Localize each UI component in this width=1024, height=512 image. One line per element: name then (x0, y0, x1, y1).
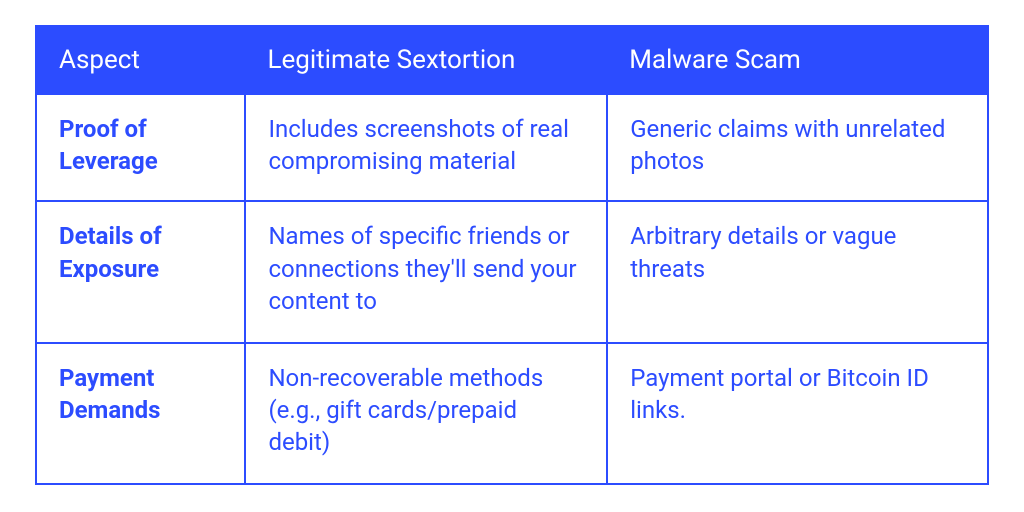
col-header-legit: Legitimate Sextortion (245, 26, 607, 94)
table-row: Payment Demands Non-recoverable methods … (36, 343, 988, 484)
row-aspect-label: Payment Demands (36, 343, 245, 484)
table-header-row: Aspect Legitimate Sextortion Malware Sca… (36, 26, 988, 94)
table-row: Details of Exposure Names of specific fr… (36, 201, 988, 342)
table-body: Proof of Leverage Includes screenshots o… (36, 94, 988, 484)
row-scam-cell: Payment portal or Bitcoin ID links. (607, 343, 988, 484)
row-legit-cell: Names of specific friends or connections… (245, 201, 607, 342)
row-aspect-label: Proof of Leverage (36, 94, 245, 201)
col-header-aspect: Aspect (36, 26, 245, 94)
row-scam-cell: Arbitrary details or vague threats (607, 201, 988, 342)
comparison-table: Aspect Legitimate Sextortion Malware Sca… (35, 25, 989, 485)
table-row: Proof of Leverage Includes screenshots o… (36, 94, 988, 201)
row-legit-cell: Includes screenshots of real compromisin… (245, 94, 607, 201)
table-header: Aspect Legitimate Sextortion Malware Sca… (36, 26, 988, 94)
row-legit-cell: Non-recoverable methods (e.g., gift card… (245, 343, 607, 484)
row-scam-cell: Generic claims with unrelated photos (607, 94, 988, 201)
col-header-scam: Malware Scam (607, 26, 988, 94)
row-aspect-label: Details of Exposure (36, 201, 245, 342)
